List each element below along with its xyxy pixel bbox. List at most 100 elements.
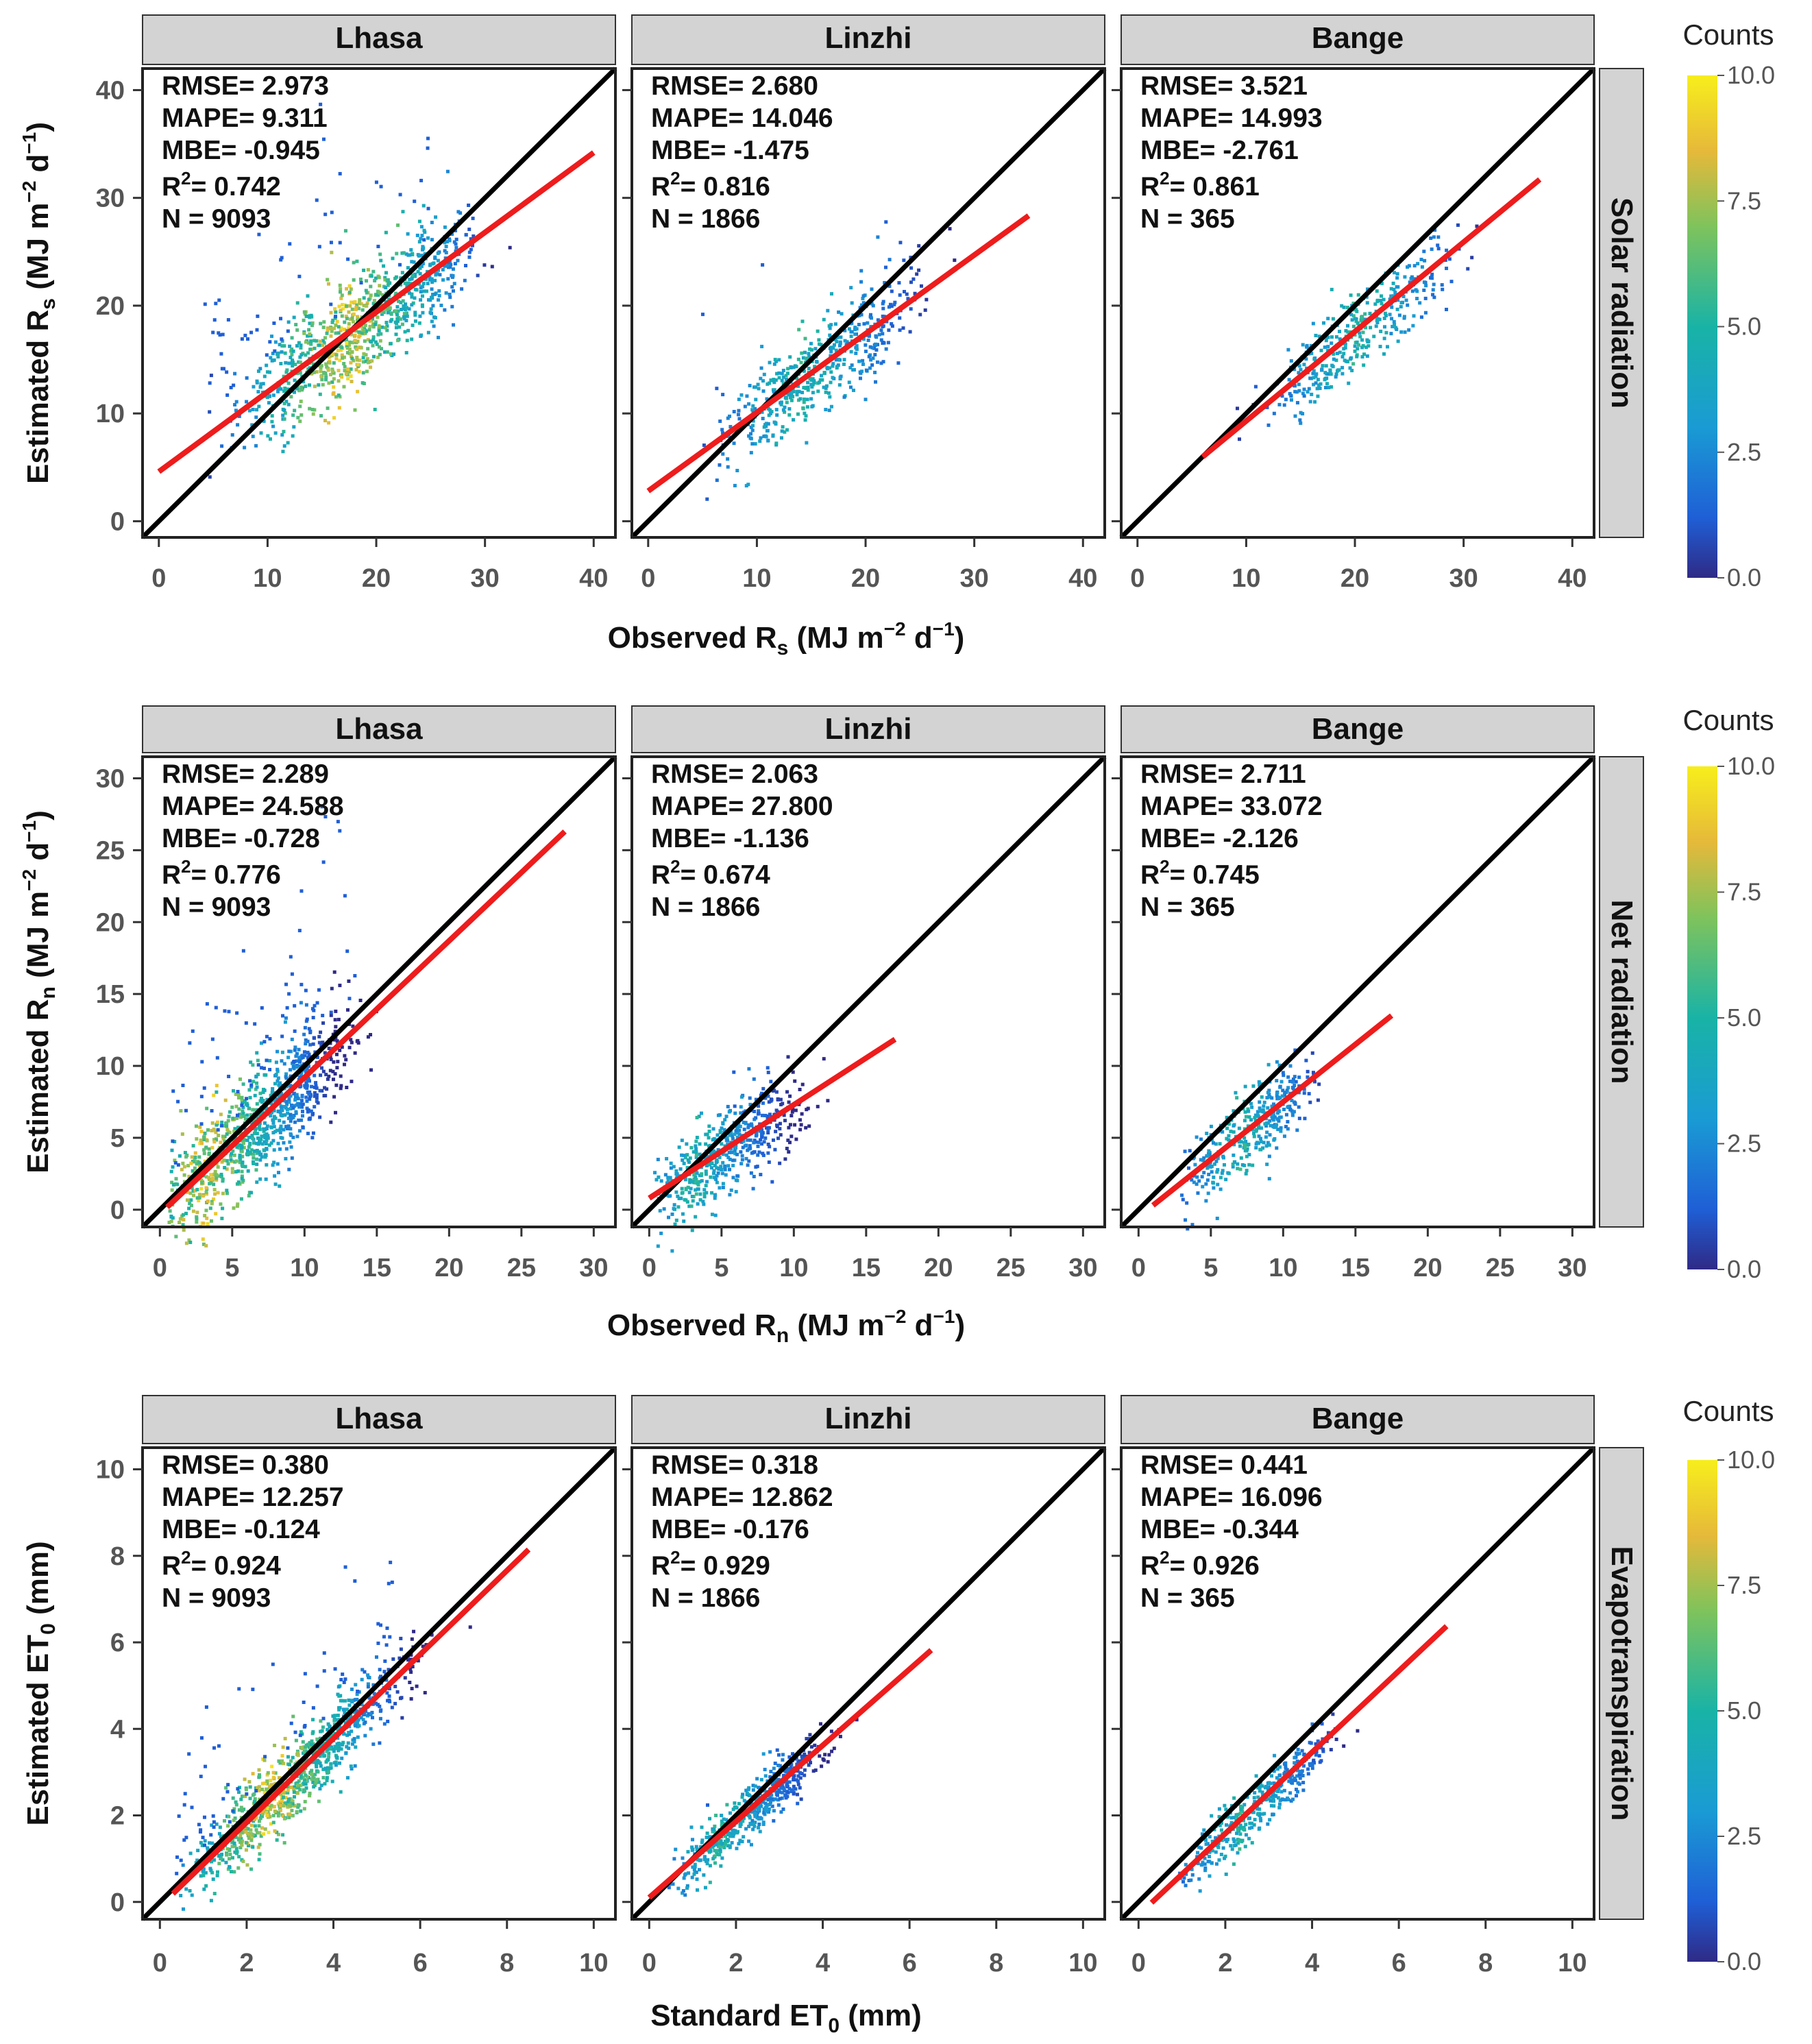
data-point — [347, 1747, 351, 1751]
data-point-outlier — [226, 318, 230, 322]
data-point — [1312, 369, 1316, 373]
data-point — [338, 283, 342, 287]
data-point — [1343, 342, 1347, 346]
data-point — [431, 304, 435, 308]
x-tick-label: 15 — [852, 1254, 881, 1282]
data-point — [787, 393, 791, 397]
data-point-outlier — [205, 1002, 209, 1006]
data-point — [719, 1165, 723, 1169]
data-point — [304, 1095, 308, 1099]
regression-line — [646, 213, 1031, 494]
data-point — [876, 235, 880, 239]
data-point-outlier — [217, 298, 221, 302]
data-point — [464, 233, 468, 237]
data-point — [185, 1153, 189, 1157]
data-point — [358, 998, 363, 1002]
data-point — [672, 1203, 676, 1207]
data-point — [1293, 1075, 1297, 1079]
data-point — [805, 441, 809, 445]
data-point — [1277, 1063, 1282, 1067]
data-point — [323, 1753, 327, 1757]
data-point — [333, 1072, 337, 1076]
data-point — [299, 413, 304, 417]
data-point — [377, 327, 381, 331]
data-point — [1196, 1191, 1200, 1195]
data-point — [377, 324, 381, 328]
data-point — [323, 1086, 327, 1090]
data-point — [225, 1167, 229, 1171]
data-point — [354, 1683, 358, 1687]
data-point — [748, 432, 752, 436]
data-point — [264, 1177, 268, 1181]
data-point — [322, 341, 326, 345]
data-point — [1340, 304, 1344, 308]
data-point — [308, 1097, 312, 1101]
data-point — [305, 1086, 309, 1091]
data-point — [330, 1745, 334, 1749]
data-point — [779, 1097, 783, 1102]
data-point — [1384, 313, 1388, 317]
data-point — [1436, 235, 1441, 239]
data-point — [726, 1139, 730, 1143]
data-point-outlier — [201, 1836, 205, 1840]
data-point-outlier — [272, 321, 276, 326]
data-point — [318, 1754, 322, 1758]
data-point — [308, 1043, 313, 1047]
data-point — [751, 1150, 755, 1154]
data-point — [419, 286, 423, 290]
data-point — [785, 428, 789, 432]
data-point — [300, 1110, 304, 1114]
data-point — [387, 1694, 391, 1699]
data-point — [291, 413, 295, 417]
data-point — [395, 1690, 400, 1694]
data-point — [241, 1141, 245, 1145]
data-point — [279, 1124, 283, 1128]
data-point — [421, 245, 425, 249]
data-point — [177, 1221, 182, 1225]
data-point — [674, 1172, 678, 1176]
data-point — [827, 409, 831, 413]
data-point — [829, 404, 833, 409]
data-point — [212, 1140, 217, 1144]
y-tick-label: 0 — [110, 507, 125, 536]
data-point — [1397, 313, 1401, 317]
data-point — [1275, 1146, 1279, 1150]
data-point — [1240, 1163, 1245, 1167]
data-point — [388, 306, 392, 311]
data-point — [436, 258, 440, 263]
data-point — [334, 1036, 338, 1041]
data-point — [239, 1830, 243, 1834]
data-point — [282, 402, 286, 406]
data-point — [467, 228, 472, 232]
data-point — [217, 1832, 221, 1836]
data-point — [1192, 1180, 1196, 1184]
data-point — [782, 375, 786, 379]
data-point — [728, 1157, 732, 1161]
data-point — [224, 1860, 228, 1864]
data-point — [1276, 1128, 1280, 1132]
data-point — [825, 365, 829, 369]
data-point — [239, 1837, 243, 1841]
data-point — [229, 1158, 233, 1162]
data-point — [754, 1134, 758, 1138]
data-point — [766, 1142, 770, 1146]
data-point — [385, 1691, 389, 1695]
data-point — [282, 1104, 286, 1108]
data-point — [253, 1834, 257, 1838]
data-point — [681, 1212, 685, 1216]
data-point — [1247, 1153, 1251, 1157]
data-point — [1277, 402, 1282, 406]
data-point-outlier — [175, 1855, 179, 1859]
data-point — [232, 1818, 236, 1823]
data-point — [307, 1744, 311, 1749]
data-point — [1313, 400, 1317, 404]
data-point-outlier — [286, 329, 290, 333]
data-point — [340, 293, 344, 297]
data-point — [170, 1188, 174, 1192]
data-point — [747, 402, 751, 406]
data-point — [1277, 1109, 1281, 1113]
data-point-outlier — [280, 337, 284, 341]
data-point — [259, 382, 263, 386]
rmse-label: RMSE= 2.289 — [162, 759, 329, 789]
